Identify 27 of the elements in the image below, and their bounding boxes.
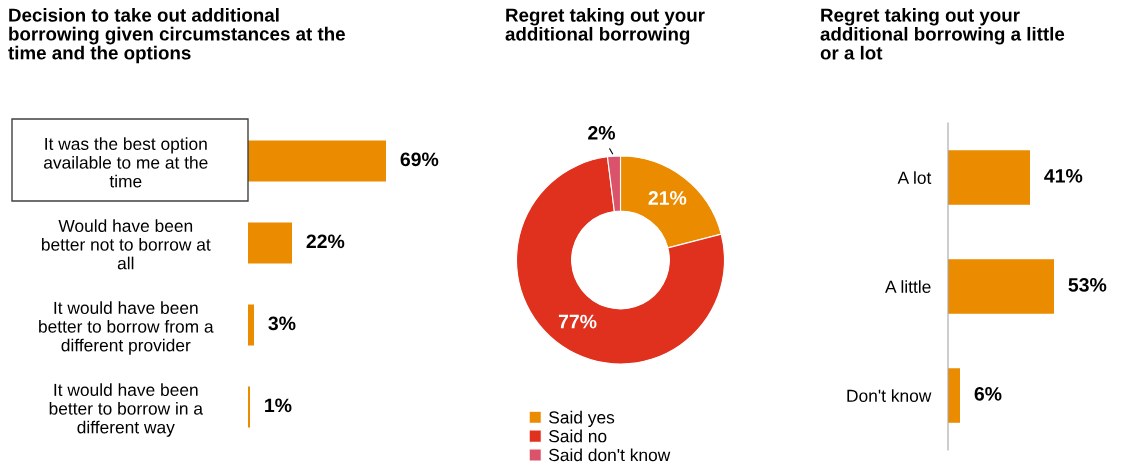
y-tick-label: Don't know: [847, 389, 932, 402]
data-label: 3%: [268, 316, 296, 331]
data-label: 77%: [558, 314, 597, 329]
bar: [248, 222, 292, 264]
data-label: 53%: [1068, 277, 1107, 292]
legend-label: Said yes: [549, 410, 615, 428]
chart-title: Regret taking out your additional borrowing a little or a lot: [820, 8, 1065, 60]
chart-title: Regret taking out your additional borrowing: [505, 8, 705, 45]
legend-label: Said no: [549, 429, 607, 443]
y-tick-label: A lot: [897, 171, 932, 184]
legend-label: Said don't know: [549, 448, 671, 462]
y-tick-label: It would have been better to borrow from a different provider: [39, 301, 214, 355]
y-tick-label: It was the best option available to me at the time: [44, 137, 208, 188]
bar: [248, 140, 386, 182]
data-label: 22%: [306, 234, 345, 249]
data-label: 1%: [265, 398, 292, 413]
donut-slice: [515, 156, 726, 365]
chart-title: Decision to take out additional borrowing given circumstances at the time and the options: [8, 8, 345, 64]
y-tick-label: Would have been better not to borrow at all: [41, 219, 211, 270]
y-tick-label: A little: [885, 280, 931, 293]
y-tick-label: It would have been better to borrow in a different way: [49, 383, 203, 437]
bar: [248, 304, 254, 346]
data-label: 69%: [400, 152, 439, 167]
data-label: 2%: [588, 125, 616, 140]
data-label: 6%: [974, 386, 1002, 401]
data-label: 21%: [648, 191, 687, 205]
data-label: 41%: [1044, 169, 1083, 183]
